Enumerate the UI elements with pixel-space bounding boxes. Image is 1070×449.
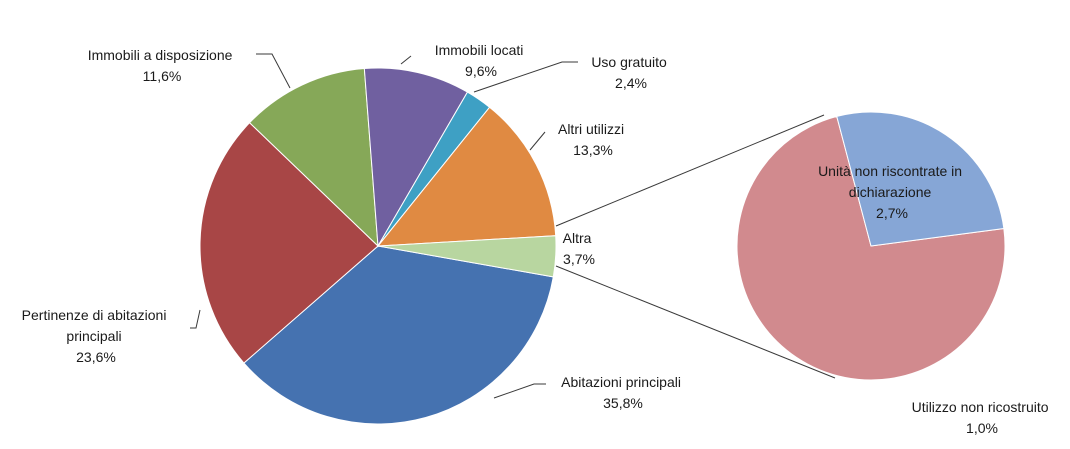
label-pertinenze: Pertinenze di abitazioni principali 23,6… [22,307,171,365]
leader-line-disposizione [256,53,291,89]
main-slice-abitazioni-principali [243,245,554,425]
main-slice-immobili-locati [363,67,469,248]
main-slice-immobili-a-disposizione [248,67,379,248]
label-abitazioni-principali: Abitazioni principali 35,8% [561,374,685,411]
main-slice-altra [377,235,557,278]
secondary-slice-unita-non-riscontrate-in-dichiarazione [736,115,1006,381]
label-immobili-locati: Immobili locati 9,6% [435,42,528,79]
label-utilizzo-non-ricostruito: Utilizzo non ricostruito 1,0% [912,399,1053,436]
label-altra: Altra 3,7% [563,230,596,267]
secondary-pie [736,111,1006,381]
label-unita-non-riscontrate: Unità non riscontrate in dichiarazione 2… [818,163,966,221]
connector-line-top [555,114,825,227]
main-slice-altri-utilizzi [376,106,557,247]
main-slice-pertinenze-di-abitazioni-principali [199,122,379,364]
leader-line-locati [400,55,412,65]
main-pie [199,67,557,425]
leader-line-gratuito [473,61,578,93]
leader-line-pertinenze [190,309,201,329]
secondary-slice-utilizzo-non-ricostruito [836,111,1005,247]
connector-line-bottom [555,265,836,379]
leader-line-abitazioni [493,383,546,399]
label-uso-gratuito: Uso gratuito 2,4% [591,54,670,91]
label-immobili-disposizione: Immobili a disposizione 11,6% [88,47,237,84]
leader-line-altri [529,131,546,151]
label-altri-utilizzi: Altri utilizzi 13,3% [558,121,628,158]
